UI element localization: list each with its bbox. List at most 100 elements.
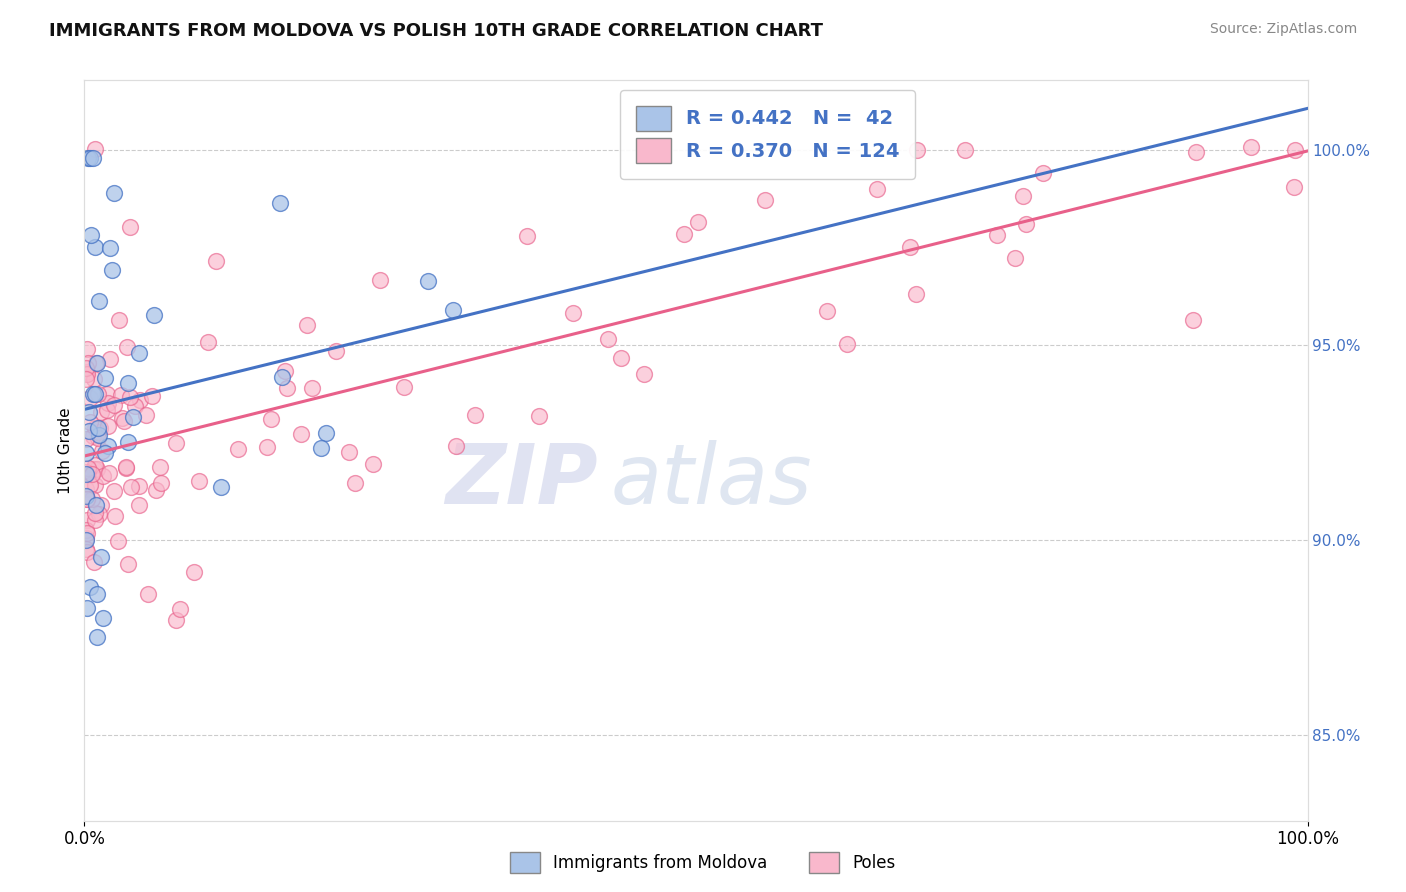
Point <box>79 227 101 242</box>
Point <box>76 491 98 506</box>
Point <box>128 392 150 407</box>
Text: IMMIGRANTS FROM MOLDOVA VS POLISH 10TH GRADE CORRELATION CHART: IMMIGRANTS FROM MOLDOVA VS POLISH 10TH G… <box>49 22 823 40</box>
Point <box>1284 144 1306 158</box>
Point <box>900 240 922 254</box>
Point <box>309 441 332 455</box>
Point <box>82 491 104 506</box>
Point <box>76 368 98 382</box>
Point <box>98 466 121 480</box>
Point <box>75 361 97 376</box>
Point <box>84 240 107 254</box>
Point <box>108 313 131 327</box>
Point <box>986 228 1008 243</box>
Point <box>87 431 110 445</box>
Point <box>87 425 110 440</box>
Point <box>269 195 291 210</box>
Point <box>394 380 416 394</box>
Point <box>87 420 110 434</box>
Point <box>955 143 977 157</box>
Point <box>94 371 117 385</box>
Point <box>86 356 108 370</box>
Point <box>75 542 97 557</box>
Point <box>686 214 709 228</box>
Point <box>76 461 98 475</box>
Point <box>83 372 105 386</box>
Point <box>609 351 631 366</box>
Point <box>77 404 100 418</box>
Point <box>135 408 157 422</box>
Point <box>86 631 108 645</box>
Point <box>672 227 695 241</box>
Point <box>1240 139 1263 153</box>
Point <box>295 318 318 333</box>
Point <box>1031 166 1053 180</box>
Point <box>118 220 141 235</box>
Point <box>84 421 107 435</box>
Point <box>596 332 619 346</box>
Point <box>205 254 228 268</box>
Point <box>169 602 191 616</box>
Point <box>110 388 132 402</box>
Point <box>117 557 139 571</box>
Point <box>136 587 159 601</box>
Point <box>1015 217 1038 231</box>
Point <box>117 435 139 450</box>
Point <box>75 523 97 537</box>
Point <box>368 273 391 287</box>
Point <box>122 410 145 425</box>
Point <box>529 409 551 424</box>
Point <box>75 467 97 481</box>
Point <box>274 364 297 378</box>
Point <box>103 186 125 200</box>
Point <box>76 342 98 356</box>
Point <box>76 600 98 615</box>
Point <box>93 468 115 483</box>
Point <box>124 399 146 413</box>
Point <box>276 381 298 395</box>
Point <box>82 151 104 165</box>
Point <box>80 467 103 481</box>
Legend: R = 0.442   N =  42, R = 0.370   N = 124: R = 0.442 N = 42, R = 0.370 N = 124 <box>620 90 915 179</box>
Point <box>1185 145 1208 159</box>
Point <box>91 611 114 625</box>
Point <box>103 483 125 498</box>
Point <box>197 334 219 349</box>
Point <box>76 526 98 541</box>
Point <box>260 411 283 425</box>
Point <box>228 442 250 457</box>
Point <box>866 181 889 195</box>
Point <box>75 532 97 546</box>
Point <box>101 263 124 277</box>
Text: ZIP: ZIP <box>446 440 598 521</box>
Text: Source: ZipAtlas.com: Source: ZipAtlas.com <box>1209 22 1357 37</box>
Point <box>87 428 110 442</box>
Point <box>835 337 858 351</box>
Point <box>75 489 97 503</box>
Point <box>77 424 100 438</box>
Point <box>90 444 112 458</box>
Point <box>115 460 138 475</box>
Point <box>75 533 97 547</box>
Point <box>633 367 655 381</box>
Point <box>97 419 120 434</box>
Point <box>149 459 172 474</box>
Point <box>83 478 105 492</box>
Point <box>120 480 142 494</box>
Point <box>77 151 100 165</box>
Point <box>337 444 360 458</box>
Point <box>87 294 110 309</box>
Point <box>83 513 105 527</box>
Point <box>83 555 105 569</box>
Point <box>76 365 98 379</box>
Point <box>128 499 150 513</box>
Point <box>1282 180 1305 194</box>
Point <box>187 474 209 488</box>
Point <box>98 241 121 255</box>
Point <box>143 308 166 322</box>
Point <box>301 381 323 395</box>
Point <box>115 340 138 354</box>
Point <box>112 414 135 428</box>
Point <box>96 403 118 417</box>
Point <box>84 458 107 472</box>
Point <box>90 498 112 512</box>
